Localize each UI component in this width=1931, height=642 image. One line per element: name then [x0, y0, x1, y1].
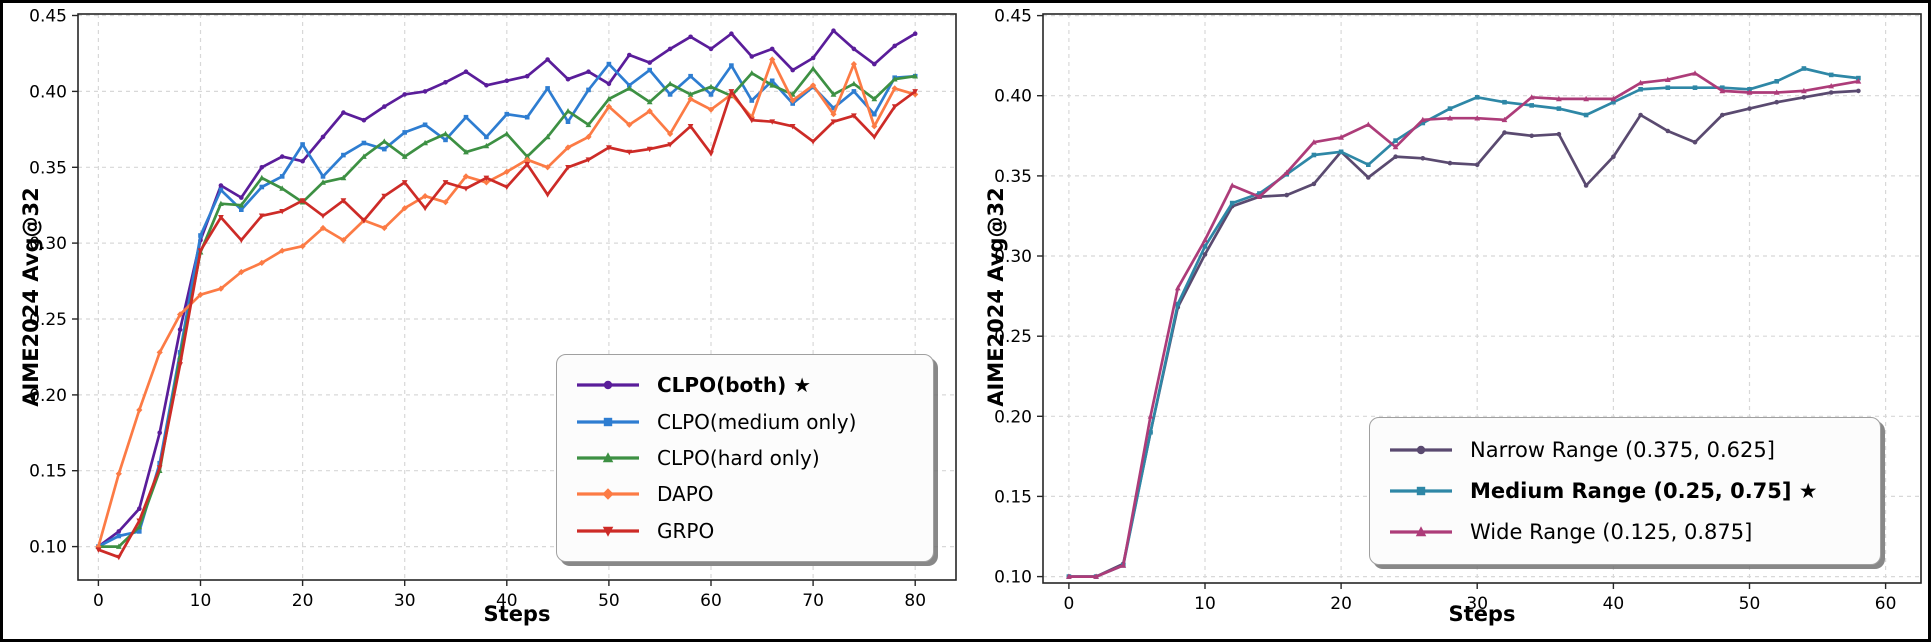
legend-line-sample [577, 526, 639, 537]
legend-line-sample [577, 380, 639, 390]
legend-entry: Medium Range (0.25, 0.75] ★ [1388, 479, 1862, 503]
legend-label: Narrow Range (0.375, 0.625] [1470, 438, 1775, 463]
legend-label: CLPO(hard only) [657, 445, 820, 470]
legend-label: CLPO(medium only) [657, 409, 857, 434]
chart-1-series-1 [1066, 66, 1861, 579]
svg-text:0.25: 0.25 [29, 310, 67, 330]
svg-text:0.35: 0.35 [994, 167, 1032, 187]
svg-text:60: 60 [700, 591, 722, 611]
right-y-axis-label: AIME2024 Avg@32 [984, 187, 1008, 407]
legend-line-sample [1390, 486, 1452, 496]
svg-text:0: 0 [1063, 594, 1074, 614]
right-x-axis-label: Steps [1448, 602, 1516, 626]
legend-entry: DAPO [575, 482, 915, 506]
svg-text:0.30: 0.30 [994, 247, 1032, 267]
svg-text:10: 10 [190, 591, 212, 611]
chart-1-spines [1042, 13, 1922, 584]
svg-text:0.45: 0.45 [994, 7, 1032, 27]
svg-text:0.40: 0.40 [29, 82, 67, 102]
chart-0-series-4 [95, 89, 918, 561]
svg-text:80: 80 [904, 591, 926, 611]
svg-text:30: 30 [394, 591, 416, 611]
svg-text:10: 10 [1194, 594, 1216, 614]
legend-label: Wide Range (0.125, 0.875] [1470, 519, 1753, 544]
svg-text:0.20: 0.20 [994, 407, 1032, 427]
legend-label: DAPO [657, 482, 714, 507]
legend-entry: CLPO(hard only) [575, 446, 915, 470]
left-x-axis-label: Steps [483, 602, 551, 626]
chart-0-spines [77, 13, 957, 581]
svg-text:0.10: 0.10 [994, 568, 1032, 588]
svg-text:0.25: 0.25 [994, 327, 1032, 347]
legend-line-sample [1390, 525, 1452, 536]
svg-text:0.20: 0.20 [29, 386, 67, 406]
chart-0-ticks: 0 10 20 30 40 50 60 70 80 0.10 0.15 0.20 0.25 0.30 0.3… [29, 7, 926, 612]
chart-0-series-2 [95, 65, 918, 549]
svg-text:20: 20 [1330, 594, 1352, 614]
svg-text:0.15: 0.15 [29, 462, 67, 482]
legend-entry: CLPO(medium only) [575, 410, 915, 434]
chart-0-series-0 [96, 28, 918, 549]
svg-text:0.15: 0.15 [994, 487, 1032, 507]
legend-label: CLPO(both) ★ [657, 373, 812, 398]
legend-label: GRPO [657, 518, 715, 543]
svg-text:40: 40 [1603, 594, 1625, 614]
legend-line-sample [1390, 446, 1452, 455]
chart-1-ticks: 0 10 20 30 40 50 60 0.10 0.15 0.20 0.25 0.30 0.35 0.4… [994, 7, 1896, 614]
svg-text:0: 0 [93, 591, 104, 611]
legend-line-sample [577, 417, 639, 426]
svg-text:20: 20 [292, 591, 314, 611]
legend-entry: Narrow Range (0.375, 0.625] [1388, 438, 1862, 462]
legend-line-sample [577, 452, 639, 463]
svg-text:0.10: 0.10 [29, 538, 67, 558]
left-legend: CLPO(both) ★ CLPO(medium only) CLPO(hard o… [556, 354, 934, 562]
legend-entry: CLPO(both) ★ [575, 373, 915, 397]
svg-text:0.40: 0.40 [994, 87, 1032, 107]
svg-text:0.45: 0.45 [29, 7, 67, 27]
svg-text:0.35: 0.35 [29, 158, 67, 178]
left-y-axis-label: AIME2024 Avg@32 [19, 187, 43, 407]
legend-label: Medium Range (0.25, 0.75] ★ [1470, 478, 1818, 503]
svg-text:40: 40 [496, 591, 518, 611]
chart-0-series-3 [95, 56, 919, 550]
chart-1-series-2 [1066, 70, 1862, 579]
charts-canvas: 0 10 20 30 40 50 60 70 80 0.10 0.15 0.20 0.25 0.30 0.3… [29, 7, 1922, 614]
svg-text:60: 60 [1875, 594, 1897, 614]
legend-entry: Wide Range (0.125, 0.875] [1388, 520, 1862, 544]
svg-text:70: 70 [802, 591, 824, 611]
right-legend: Narrow Range (0.375, 0.625] Medium Range … [1369, 417, 1881, 565]
svg-text:50: 50 [598, 591, 620, 611]
svg-text:30: 30 [1466, 594, 1488, 614]
legend-line-sample [577, 488, 639, 501]
svg-text:50: 50 [1739, 594, 1761, 614]
svg-text:0.30: 0.30 [29, 234, 67, 254]
legend-entry: GRPO [575, 519, 915, 543]
